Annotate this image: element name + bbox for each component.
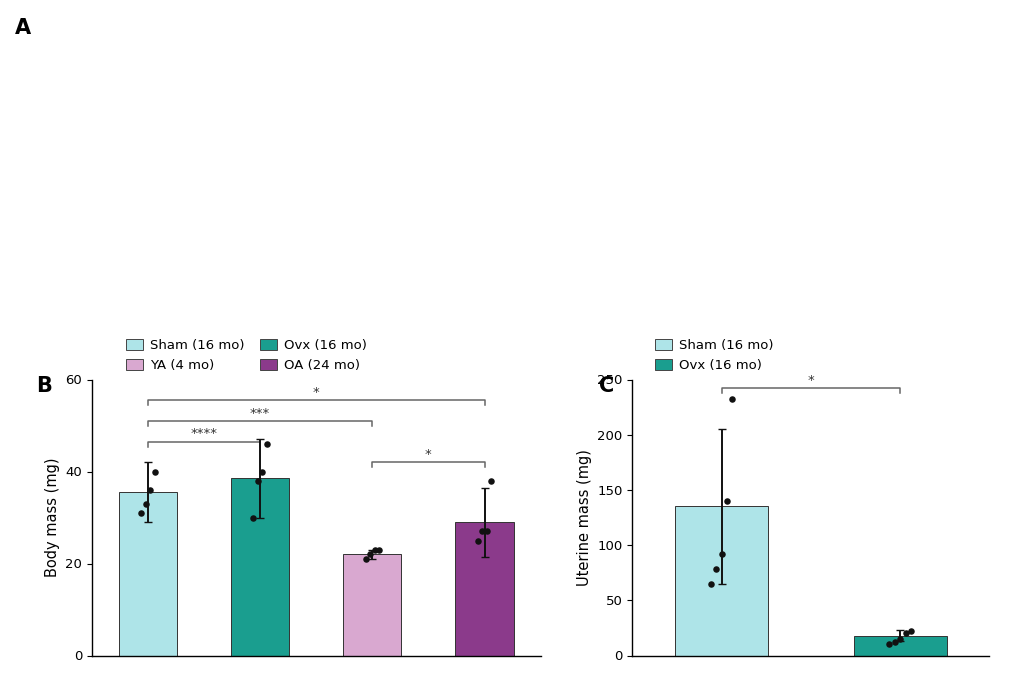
Point [138, 498, 154, 509]
Bar [853, 635, 946, 656]
Y-axis label: Uterine mass (mg): Uterine mass (mg) [576, 449, 591, 586]
Text: *: * [807, 374, 813, 387]
Point [469, 535, 485, 546]
Point [362, 549, 378, 560]
Text: ****: **** [191, 428, 217, 440]
Point [886, 637, 902, 648]
Text: A: A [15, 18, 32, 38]
Point [702, 578, 718, 589]
Point [707, 564, 723, 575]
Point [132, 507, 149, 518]
Legend: Sham (16 mo), YA (4 mo), Ovx (16 mo), OA (24 mo): Sham (16 mo), YA (4 mo), Ovx (16 mo), OA… [120, 334, 372, 377]
Point [902, 626, 918, 637]
Point [897, 628, 913, 639]
Point [713, 549, 730, 560]
Point [259, 438, 275, 449]
Bar [118, 492, 177, 656]
Text: C: C [598, 376, 613, 396]
Bar [675, 506, 767, 656]
Point [478, 526, 494, 537]
Point [357, 553, 373, 564]
Point [718, 495, 735, 506]
Point [147, 466, 163, 477]
Point [250, 475, 266, 486]
Point [254, 466, 270, 477]
Point [366, 544, 382, 555]
Legend: Sham (16 mo), Ovx (16 mo): Sham (16 mo), Ovx (16 mo) [649, 334, 777, 377]
Point [723, 394, 740, 405]
Bar [342, 554, 401, 656]
Point [483, 475, 499, 486]
Point [880, 639, 897, 650]
Point [245, 512, 261, 523]
Point [371, 544, 387, 555]
Bar [230, 478, 289, 656]
Text: *: * [313, 386, 319, 399]
Point [142, 484, 158, 495]
Text: B: B [36, 376, 52, 396]
Point [474, 526, 490, 537]
Bar [454, 522, 514, 656]
Text: ***: *** [250, 407, 270, 420]
Y-axis label: Body mass (mg): Body mass (mg) [45, 457, 59, 578]
Text: *: * [425, 448, 431, 461]
Point [891, 633, 908, 644]
